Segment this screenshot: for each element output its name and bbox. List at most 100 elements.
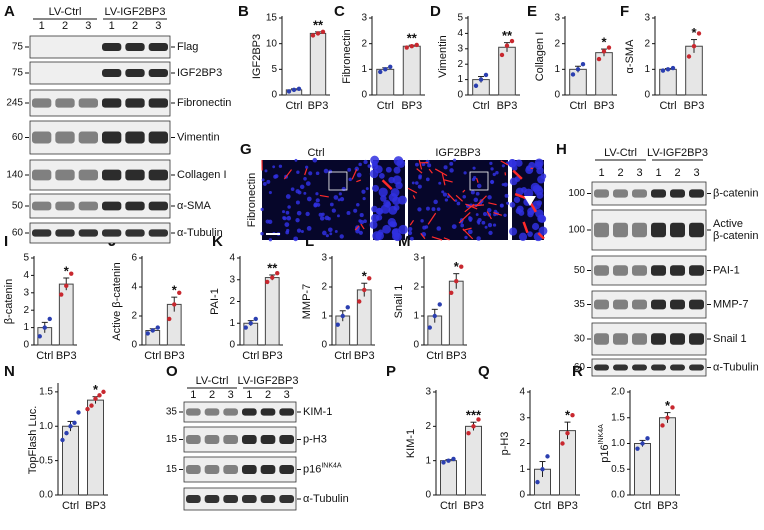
y-tick-label: 0 [425,490,431,501]
protein-label: β-catenin [713,230,758,242]
data-point [101,389,106,395]
blot-band [32,131,52,144]
y-axis-label: β-catenin [3,279,15,324]
x-tick-label: Ctrl [472,100,489,112]
blot-band [651,189,666,198]
y-tick-label: 3 [321,253,327,264]
data-point [432,313,437,319]
data-point [660,68,666,73]
blot-band [148,169,168,181]
lane-label: 2 [209,389,215,401]
data-point [670,65,676,71]
data-point [691,44,697,49]
y-tick-label: 0 [644,90,650,101]
blot-band [148,69,168,77]
data-point [253,316,258,322]
blot-band [279,435,294,444]
nucleus [417,184,422,189]
nucleus [268,238,273,242]
bar [87,399,104,496]
nucleus [293,236,299,242]
y-tick-label: 3 [23,287,29,298]
data-point [454,279,459,284]
blot-band [148,98,168,108]
blot-band [260,495,276,503]
protein-label: α-Tubulin [177,227,223,239]
molecular-weight: 245 [6,98,23,109]
panel-letter: H [556,141,567,158]
nucleus [454,199,458,203]
blot-strip [591,181,707,206]
nucleus [278,164,283,168]
x-tick-label: BP3 [446,350,467,362]
group-label: LV-Ctrl [49,6,82,18]
fibronectin-stain [458,212,471,224]
data-point [483,72,489,78]
data-point [499,52,505,58]
nucleus [503,213,507,217]
y-tick-label: 3 [519,412,525,423]
nucleus [369,169,379,179]
y-tick-label: 2 [23,305,29,316]
nucleus [427,163,432,168]
nucleus [308,171,313,176]
protein-label: MMP-7 [713,298,748,310]
data-point [449,290,454,295]
fibronectin-stain [522,221,529,234]
blot-band [223,408,238,416]
molecular-weight: 100 [568,225,585,236]
blot-band [279,408,294,416]
fibronectin-stain [304,168,308,176]
data-point [437,302,442,307]
blot-strip [29,222,171,244]
nucleus [503,182,508,187]
nucleus [313,203,318,208]
lane-label: 2 [674,167,680,179]
data-point [172,302,177,307]
fibronectin-stain [455,194,463,202]
data-point [85,406,90,412]
y-tick-label: 4 [131,282,137,293]
protein-label: Active [713,218,743,230]
protein-label: PAI-1 [713,264,740,276]
x-tick-label: Ctrl [36,350,53,362]
bar [309,32,327,96]
fibronectin-stain [354,225,360,231]
nucleus [531,222,540,231]
blot-band [613,364,628,371]
blot-band [670,189,685,198]
nucleus [441,190,445,194]
y-tick-label: 2 [361,38,367,49]
molecular-weight: 60 [12,228,24,239]
nucleus [297,190,302,195]
blot-band [279,465,294,474]
nucleus [492,223,497,227]
lane-label: 2 [62,20,68,32]
lane-label: 1 [39,20,45,32]
nucleus [321,212,325,217]
data-point [414,42,419,48]
y-tick-label: 1 [554,64,560,75]
significance: ** [313,17,324,32]
lane-label: 2 [265,389,271,401]
data-point [478,77,484,82]
y-tick-label: 1 [229,318,235,329]
y-tick-label: 1.0 [611,438,625,449]
data-point [665,415,670,420]
nucleus [449,168,454,173]
y-tick-label: 3 [413,253,419,264]
nucleus [337,198,341,202]
data-point [367,276,372,281]
data-point [167,316,172,322]
nucleus [460,223,465,228]
nucleus [536,166,544,175]
blot-band [125,131,145,144]
nucleus [443,165,448,170]
y-tick-label: 1 [361,64,367,75]
y-tick-label: 5 [23,253,29,264]
nucleus [329,202,334,207]
nucleus [513,196,521,203]
molecular-weight: 60 [574,362,586,373]
data-point [446,458,451,463]
y-tick-label: 2 [554,38,560,49]
